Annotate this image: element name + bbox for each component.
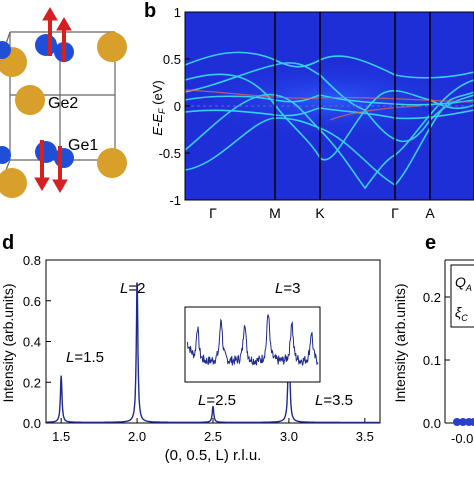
atom-label-ge1: Ge1	[68, 137, 98, 154]
y-tick-label: -1	[169, 193, 181, 208]
bragg-scan-plot: 0.80.60.40.20.0 1.5 2.0 2.5 3.0 3.5 L=2 L=3 …	[0, 253, 381, 464]
d-y-axis-label: Intensity (arb.units)	[0, 283, 16, 402]
peak-label-L2_5: L=2.5	[198, 392, 236, 409]
y-tick-label: 1	[174, 5, 181, 20]
e-x-tick: -0.01	[451, 431, 474, 446]
panel-label-e: e	[425, 232, 437, 254]
peak-label-L3_5: L=3.5	[315, 392, 353, 409]
inset-frame	[184, 306, 321, 383]
e-y-tick: 0.1	[423, 353, 441, 368]
x-tick-label: 2.5	[204, 429, 222, 444]
e-legend-entry-2: ξC	[455, 304, 468, 323]
k-label: Γ	[391, 205, 399, 221]
x-tick-label: 2.0	[128, 429, 146, 444]
crystal-structure-graphic: Ge2 Ge1	[0, 7, 127, 198]
band-y-axis-label: E-EF (eV)	[150, 80, 167, 135]
e-data-points	[453, 418, 474, 426]
peak-label-L2: L=2	[120, 280, 145, 297]
e-y-tick: 0.0	[423, 416, 441, 431]
intensity-curve	[46, 282, 380, 424]
svg-text:E-EF (eV): E-EF (eV)	[150, 80, 167, 135]
k-label: K	[315, 205, 325, 221]
k-point-labels: Γ M K Γ A	[209, 205, 435, 221]
k-label: A	[425, 205, 435, 221]
panel-a-crystal-structure: Ge2 Ge1	[0, 0, 160, 200]
y-tick-label: 0.6	[23, 294, 41, 309]
y-tick-label: 0.5	[163, 52, 181, 67]
band-y-tick-labels: 1 0.5 0 -0.5 -1	[159, 5, 181, 208]
e-y-axis-label: Intensity (arb.units)	[395, 283, 408, 402]
e-legend-box	[450, 264, 474, 328]
y-tick-label: 0	[174, 99, 181, 114]
band-structure-plot: 1 0.5 0 -0.5 -1 Γ M K Γ A E-EF (eV)	[150, 5, 474, 221]
y-tick-label: 0.0	[23, 416, 41, 431]
y-tick-label: 0.8	[23, 255, 41, 268]
y-tick-label: 0.4	[23, 335, 41, 350]
inset-curve	[186, 313, 319, 366]
panel-d-bragg-scan: 0.8 0.6 0.4 0.2 0.0 1.5 2.0 2.5 3.0 3.5 L=2 L=3 …	[0, 253, 395, 474]
y-tick-label: -0.5	[159, 146, 181, 161]
d-y-ticks: 0.8 0.6 0.4 0.2 0.0	[23, 253, 51, 431]
spin-arrows	[34, 7, 72, 193]
peak-label-L3: L=3	[275, 280, 300, 297]
panel-e-partial: 0.2 0.1 0.0 QA ξC -0.01 Intensity (arb.u…	[392, 255, 474, 474]
d-x-axis-label: (0, 0.5, L) r.l.u.	[165, 447, 262, 464]
high-symmetry-lines	[274, 12, 431, 200]
x-tick-label: 3.0	[280, 429, 298, 444]
x-tick-label: 1.5	[52, 429, 70, 444]
other-atoms	[0, 32, 127, 198]
panel-label-b: b	[144, 0, 157, 22]
panel-b-band-structure: 1 0.5 0 -0.5 -1 Γ M K Γ A E-EF (eV)	[150, 0, 474, 225]
e-legend-entry-1: QA	[455, 274, 472, 293]
ylabel-unit: (eV)	[150, 80, 165, 108]
peak-label-L1_5: L=1.5	[66, 349, 104, 366]
k-label: Γ	[209, 205, 217, 221]
ylabel-sub: F	[157, 108, 167, 114]
panel-e-plot: 0.2 0.1 0.0 QA ξC -0.01 Intensity (arb.u…	[392, 259, 474, 446]
x-tick-label: 3.5	[356, 429, 374, 444]
panel-label-d: d	[2, 232, 15, 254]
e-y-tick: 0.2	[423, 290, 441, 305]
y-tick-label: 0.2	[23, 375, 41, 390]
atom-label-ge2: Ge2	[48, 95, 78, 112]
d-x-ticks: 1.5 2.0 2.5 3.0 3.5	[52, 418, 374, 444]
k-label: M	[269, 205, 281, 221]
ylabel-main: E-E	[150, 114, 165, 136]
